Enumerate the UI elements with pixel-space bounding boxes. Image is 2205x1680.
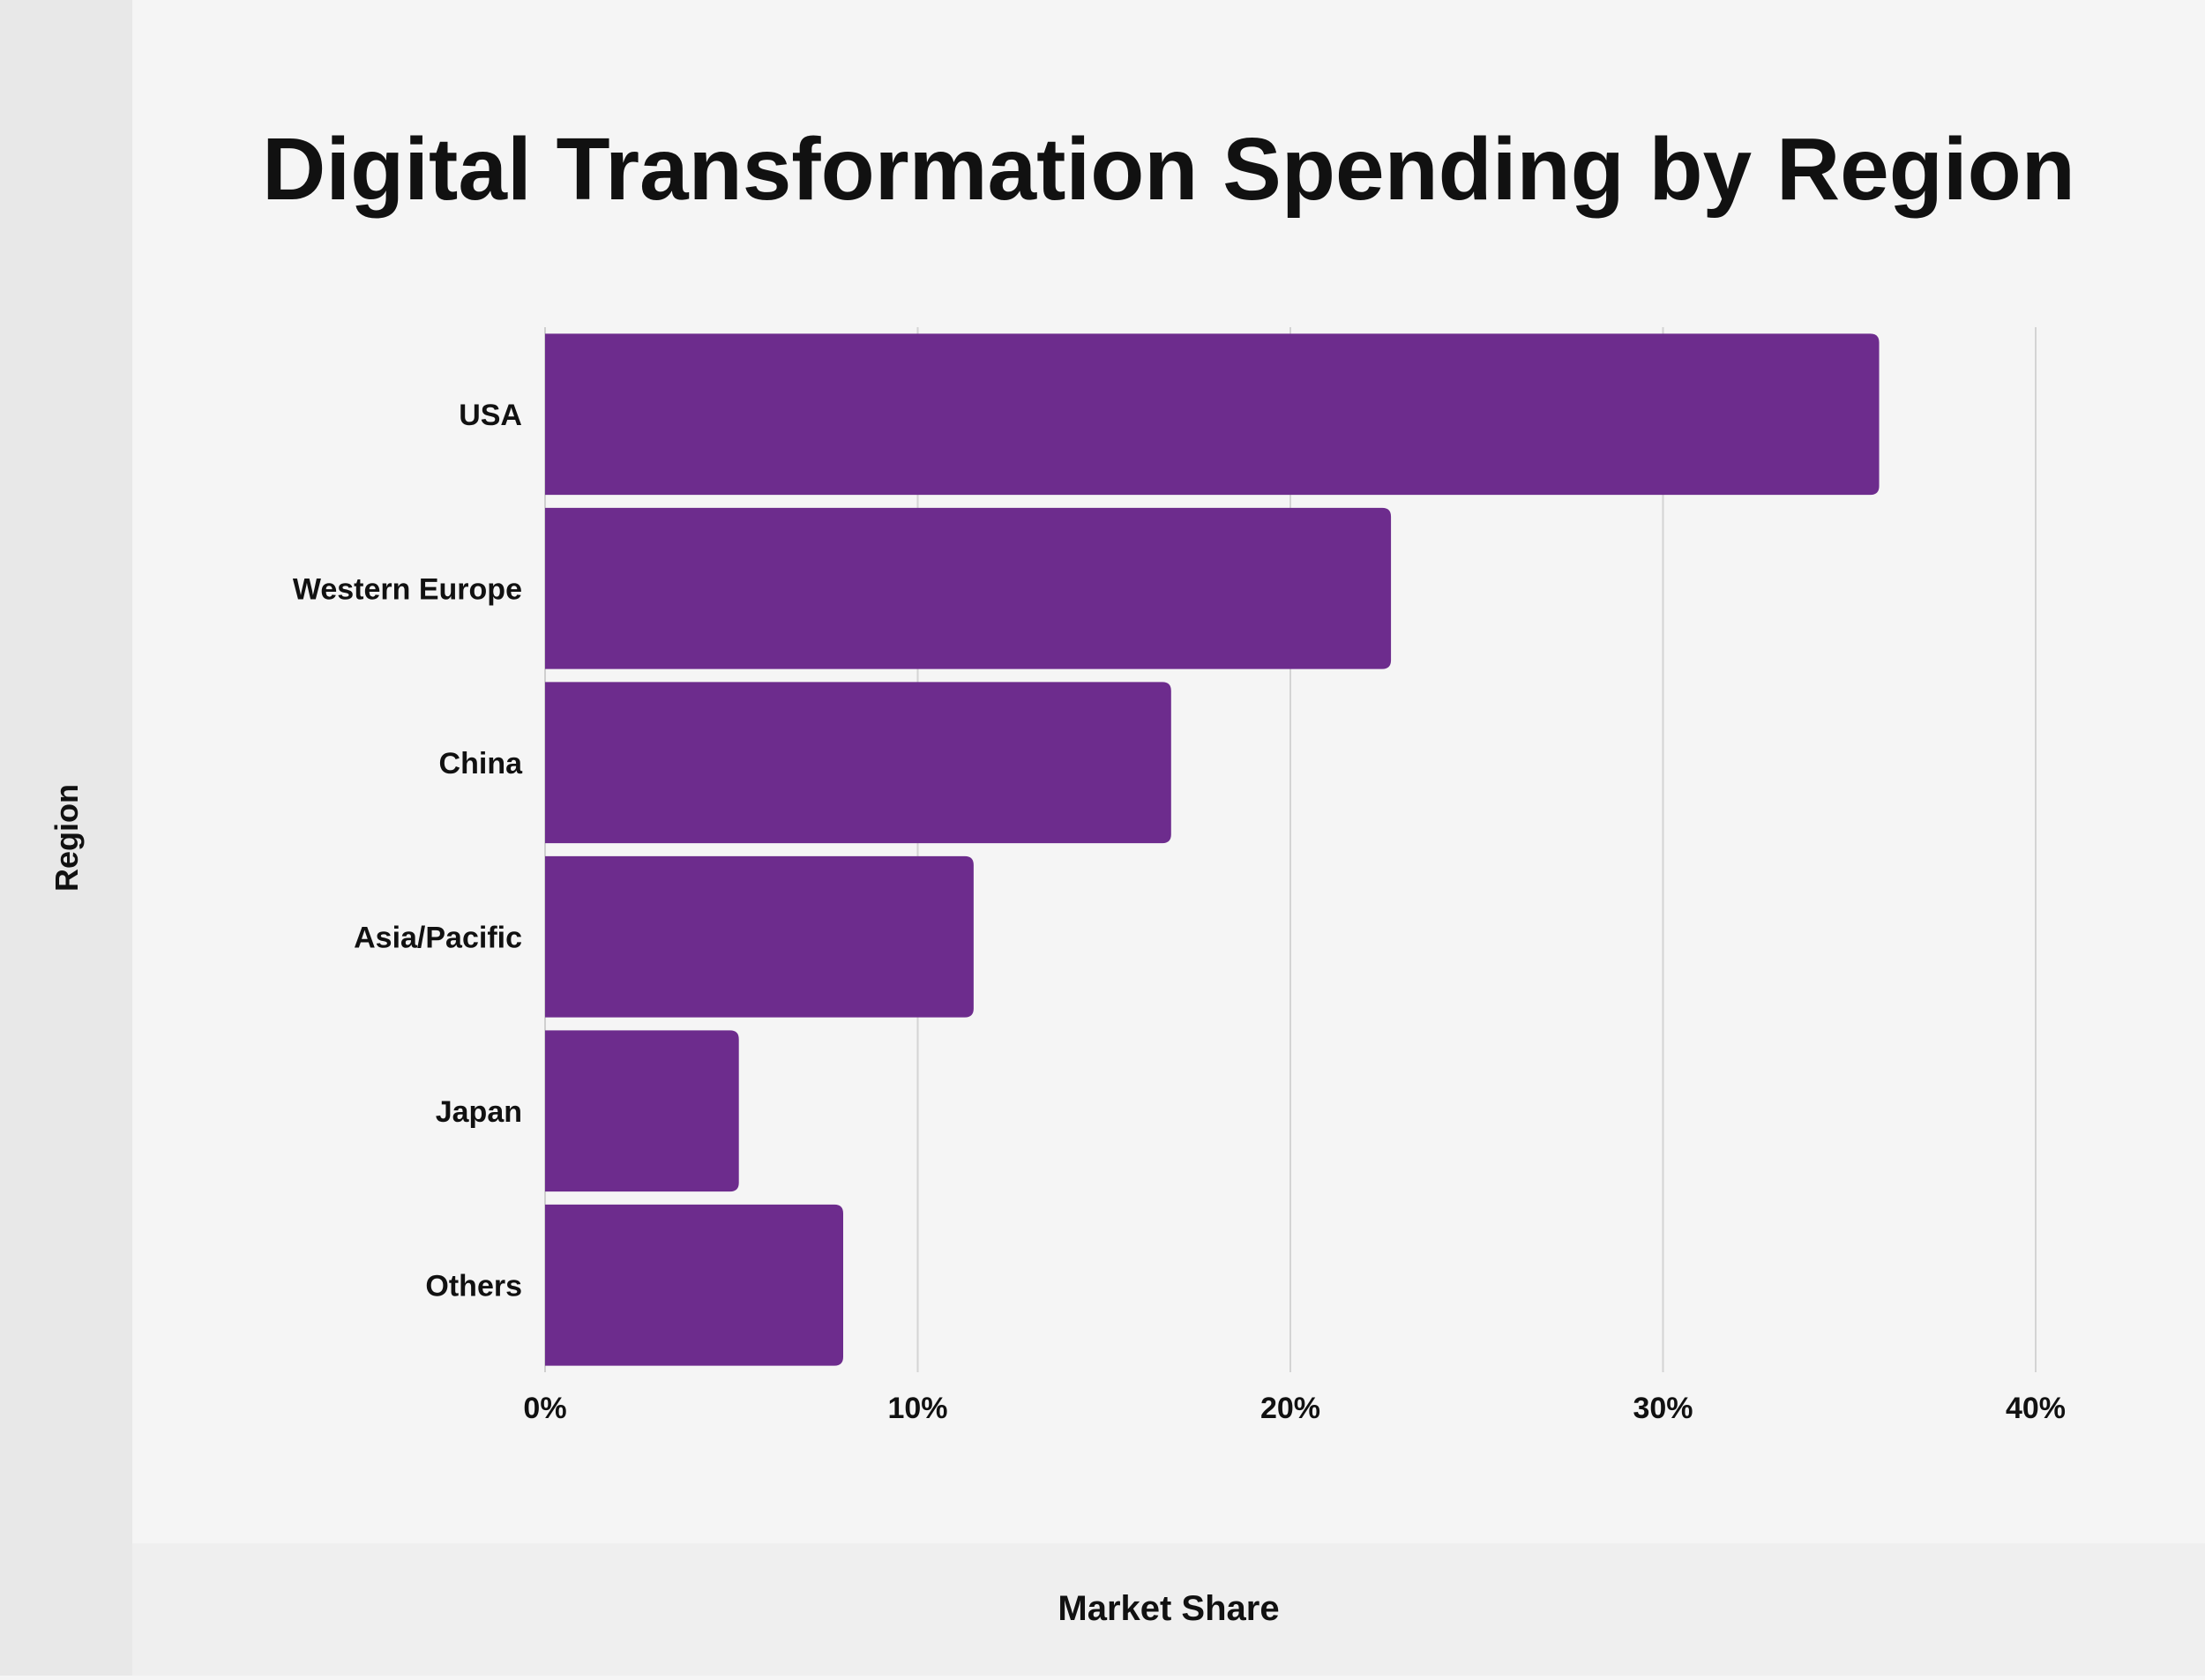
bottom-axis-panel bbox=[132, 1543, 2205, 1676]
bar-western-europe bbox=[545, 507, 1392, 669]
x-tick-label: 20% bbox=[1260, 1392, 1320, 1425]
x-tick-label: 30% bbox=[1633, 1392, 1693, 1425]
y-tick-label: China bbox=[439, 747, 524, 780]
left-axis-panel bbox=[0, 0, 132, 1676]
y-tick-label: Western Europe bbox=[293, 572, 522, 606]
bar-usa bbox=[545, 333, 1880, 496]
y-tick-labels: USA Western Europe China Asia/Pacific Japan O… bbox=[293, 399, 523, 1303]
y-axis-title: Region bbox=[49, 784, 85, 892]
bar-others bbox=[545, 1204, 843, 1366]
x-tick-label: 10% bbox=[887, 1392, 947, 1425]
x-tick-label: 40% bbox=[2006, 1392, 2066, 1425]
chart-title: Digital Transformation Spending by Regio… bbox=[262, 120, 2075, 219]
bars bbox=[545, 333, 1880, 1366]
y-tick-label: Japan bbox=[436, 1095, 522, 1129]
x-tick-label: 0% bbox=[523, 1392, 566, 1425]
x-tick-labels: 0% 10% 20% 30% 40% bbox=[523, 1392, 2066, 1425]
y-tick-label: USA bbox=[459, 399, 522, 432]
x-axis-title: Market Share bbox=[1058, 1589, 1279, 1628]
gridlines bbox=[544, 327, 2037, 1372]
bar-asia-pacific bbox=[545, 855, 974, 1018]
bar-japan bbox=[545, 1030, 739, 1192]
bar-china bbox=[545, 682, 1171, 844]
y-tick-label: Asia/Pacific bbox=[354, 921, 522, 954]
y-tick-label: Others bbox=[425, 1269, 522, 1303]
